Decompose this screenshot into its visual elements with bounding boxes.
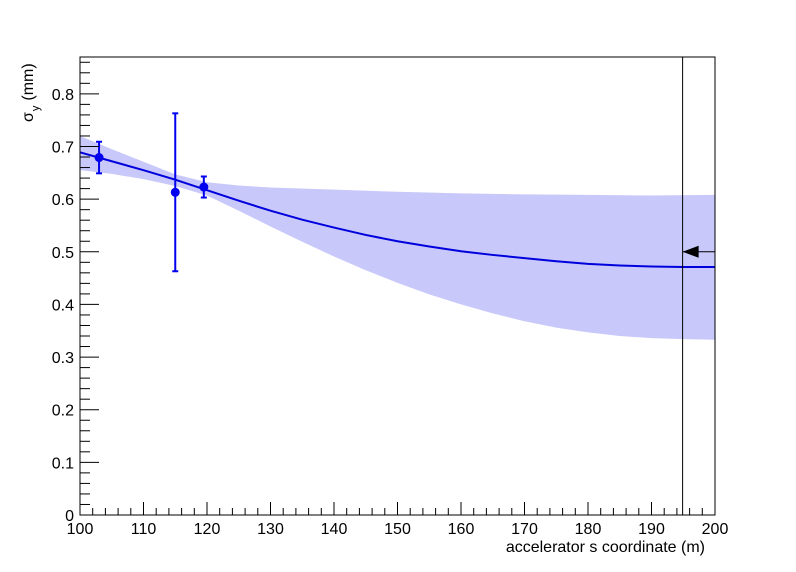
- data-point: [94, 140, 104, 175]
- position-marker-layer: [682, 57, 715, 515]
- x-tick-label: 100: [67, 521, 94, 538]
- x-tick-label: 110: [131, 521, 157, 538]
- x-tick-label: 150: [384, 521, 411, 538]
- y-tick-label: 0.6: [52, 192, 74, 209]
- x-tick-label: 120: [194, 521, 221, 538]
- marker-arrow-head: [682, 245, 699, 258]
- x-tick-label: 190: [638, 521, 665, 538]
- data-point: [199, 175, 209, 199]
- y-axis-label-unit: (mm): [20, 63, 37, 100]
- data-point-marker: [94, 153, 104, 163]
- x-axis: 100 110 120 130 140 150 160 170 180 190 200: [67, 502, 729, 538]
- data-point-marker: [170, 187, 180, 197]
- y-tick-label: 0.2: [52, 403, 74, 420]
- y-tick-label: 0.1: [52, 455, 74, 472]
- y-tick-label: 0.4: [52, 297, 74, 314]
- fit-line: [79, 151, 715, 269]
- y-tick-label: 0.7: [52, 139, 74, 156]
- x-tick-label: 140: [321, 521, 348, 538]
- confidence-band: [80, 135, 715, 340]
- y-axis-label-symbol: σ: [20, 112, 37, 122]
- y-axis-label-subscript: y: [30, 105, 42, 111]
- x-tick-label: 200: [702, 521, 729, 538]
- x-tick-label: 130: [257, 521, 284, 538]
- data-point: [170, 112, 180, 273]
- fit-line-layer: [79, 151, 715, 269]
- data-points-layer: [94, 112, 209, 273]
- y-tick-label: 0.8: [52, 87, 74, 104]
- y-axis: 0 0.1 0.2 0.3 0.4 0.5 0.6 0.7 0.8: [52, 61, 99, 525]
- y-tick-label: 0: [65, 508, 74, 525]
- x-tick-label: 160: [448, 521, 475, 538]
- y-tick-label: 0.3: [52, 350, 74, 367]
- x-axis-label: accelerator s coordinate (m): [506, 539, 705, 556]
- y-tick-label: 0.5: [52, 245, 74, 262]
- confidence-band-layer: [80, 135, 715, 340]
- y-axis-label: σy (mm): [20, 63, 42, 122]
- x-tick-label: 180: [575, 521, 602, 538]
- data-point-marker: [199, 182, 209, 192]
- x-tick-label: 170: [511, 521, 538, 538]
